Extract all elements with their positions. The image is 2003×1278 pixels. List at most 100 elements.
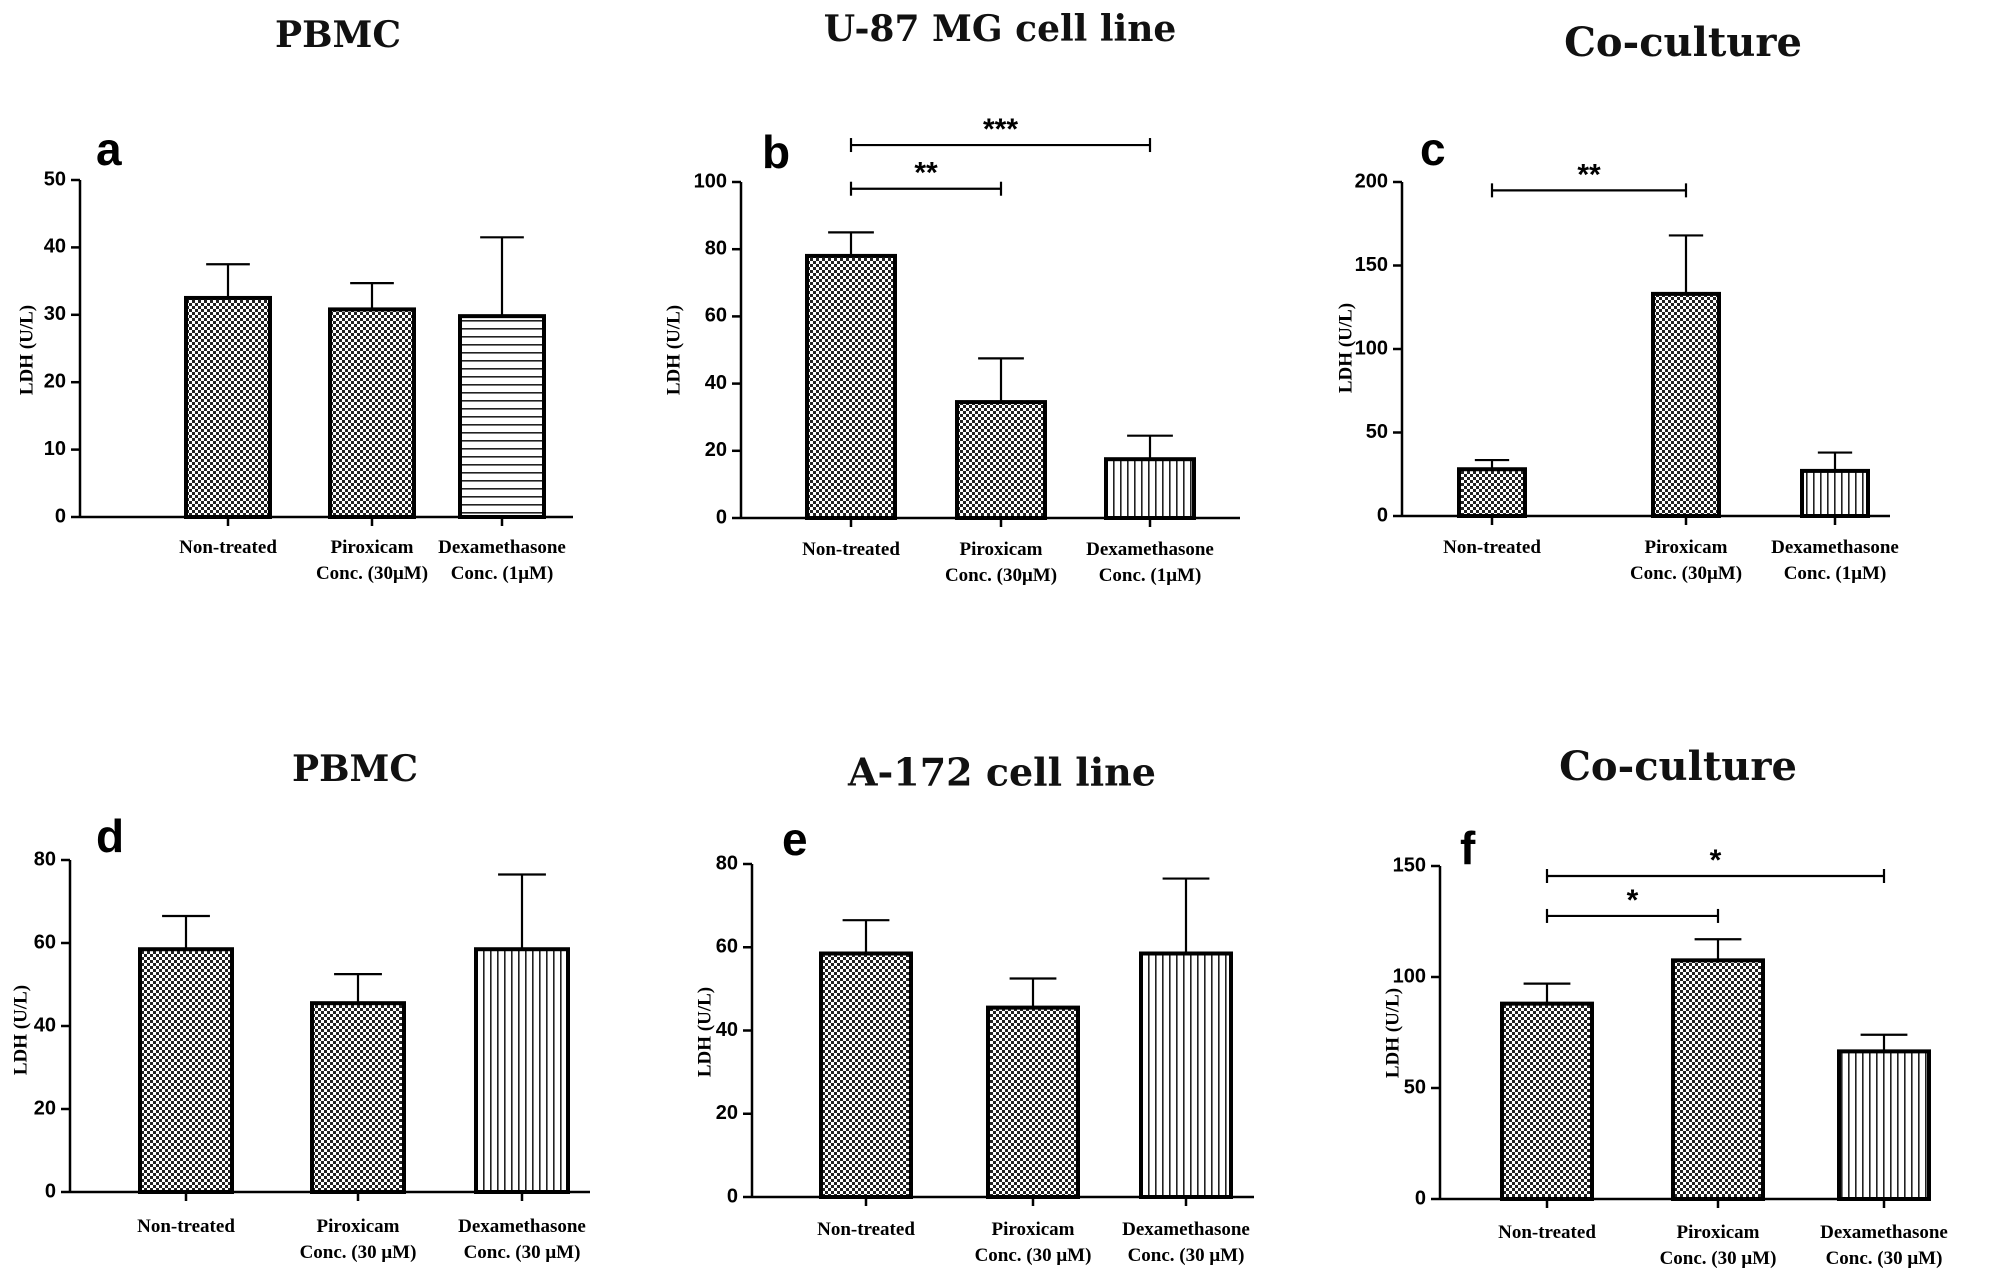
bar (1671, 958, 1765, 1201)
bar (1500, 1001, 1594, 1202)
x-category-label: Conc. (30 μM) (1826, 1248, 1943, 1269)
y-tick-label: 80 (705, 237, 727, 259)
bar (1651, 291, 1721, 519)
bar (138, 947, 234, 1194)
panel-letter: f (1460, 822, 1476, 874)
bar (1104, 457, 1196, 521)
x-category-label: Conc. (30μM) (945, 565, 1057, 586)
x-category-label: Conc. (30μM) (1630, 563, 1742, 584)
y-tick-label: 60 (34, 931, 56, 953)
y-tick-label: 80 (716, 852, 738, 874)
panel-letter: a (96, 123, 122, 175)
chart-title: PBMC (275, 14, 401, 56)
y-axis-label: LDH (U/L) (1335, 303, 1356, 393)
x-category-label: Conc. (30μM) (316, 563, 428, 584)
y-axis-label: LDH (U/L) (663, 305, 684, 395)
significance-label: ** (1577, 158, 1601, 191)
x-category-label: Conc. (1μM) (451, 563, 554, 584)
y-tick-label: 20 (705, 439, 727, 461)
x-category-label: Piroxicam (330, 537, 413, 558)
y-tick-label: 40 (44, 236, 66, 258)
panel-letter: e (782, 813, 808, 865)
x-category-label: Piroxicam (316, 1216, 399, 1237)
x-category-label: Conc. (30 μM) (1660, 1248, 1777, 1269)
x-category-label: Non-treated (1498, 1222, 1596, 1243)
y-tick-label: 30 (44, 303, 66, 325)
x-category-label: Non-treated (179, 537, 277, 558)
x-category-label: Non-treated (817, 1219, 915, 1240)
panel-letter: d (96, 810, 124, 862)
panel-letter: c (1420, 123, 1446, 175)
y-tick-label: 100 (1355, 337, 1388, 359)
significance-label: ** (914, 157, 938, 190)
y-tick-label: 40 (716, 1019, 738, 1041)
x-category-label: Piroxicam (1676, 1222, 1759, 1243)
y-tick-label: 40 (34, 1014, 56, 1036)
chart-panel-d: PBMC d LDH (U/L) 0 20 40 60 80 Non-treated Piroxi… (10, 748, 590, 1263)
bar (805, 253, 897, 520)
y-tick-label: 0 (727, 1185, 738, 1207)
y-tick-label: 150 (1355, 254, 1388, 276)
x-category-label: Dexamethasone (458, 1216, 586, 1237)
significance-label: * (1710, 844, 1722, 877)
x-category-label: Dexamethasone (438, 537, 566, 558)
x-category-label: Piroxicam (1644, 537, 1727, 558)
bar (819, 951, 913, 1200)
x-category-label: Piroxicam (991, 1219, 1074, 1240)
bar (474, 947, 570, 1194)
bar (310, 1001, 406, 1194)
x-category-label: Conc. (30 μM) (1128, 1245, 1245, 1266)
y-tick-label: 200 (1355, 170, 1388, 192)
significance-label: * (1627, 884, 1639, 917)
bar (1837, 1049, 1931, 1201)
chart-panel-c: Co-culture c LDH (U/L) 0 50 100 150 200 Non-trea… (1335, 19, 1898, 584)
y-axis-label: LDH (U/L) (10, 985, 31, 1075)
y-tick-label: 50 (1366, 421, 1388, 443)
bar (1139, 951, 1233, 1200)
panel-letter: b (762, 126, 790, 178)
bar (1457, 467, 1527, 518)
chart-title: U-87 MG cell line (824, 8, 1177, 50)
significance-label: *** (983, 113, 1018, 146)
x-category-label: Non-treated (802, 539, 900, 560)
chart-panel-f: Co-culture f LDH (U/L) 0 50 100 150 Non-treated… (1382, 743, 1947, 1269)
y-tick-label: 0 (45, 1180, 56, 1202)
y-tick-label: 150 (1393, 854, 1426, 876)
x-category-label: Dexamethasone (1086, 539, 1214, 560)
bar (986, 1005, 1080, 1200)
y-tick-label: 50 (1404, 1076, 1426, 1098)
chart-panel-a: PBMC a LDH (U/L) 0 10 20 30 40 50 Non-treated Piro… (16, 14, 573, 584)
x-category-label: Piroxicam (959, 539, 1042, 560)
x-category-label: Conc. (1μM) (1784, 563, 1887, 584)
y-tick-label: 100 (1393, 965, 1426, 987)
x-category-label: Dexamethasone (1771, 537, 1899, 558)
y-tick-label: 50 (44, 168, 66, 190)
bar (458, 314, 546, 520)
y-tick-label: 0 (55, 505, 66, 527)
x-category-label: Non-treated (1443, 537, 1541, 558)
y-tick-label: 80 (34, 848, 56, 870)
x-category-label: Dexamethasone (1820, 1222, 1948, 1243)
x-category-label: Conc. (1μM) (1099, 565, 1202, 586)
chart-title: Co-culture (1564, 19, 1802, 66)
y-tick-label: 0 (716, 506, 727, 528)
bar (1800, 468, 1870, 519)
y-axis-label: LDH (U/L) (16, 305, 37, 395)
y-tick-label: 60 (705, 305, 727, 327)
chart-panel-e: A-172 cell line e LDH (U/L) 0 20 40 60 80 Non-tr… (694, 750, 1254, 1266)
x-category-label: Dexamethasone (1122, 1219, 1250, 1240)
y-tick-label: 60 (716, 936, 738, 958)
y-tick-label: 0 (1415, 1187, 1426, 1209)
chart-title: A-172 cell line (847, 750, 1156, 795)
x-category-label: Non-treated (137, 1216, 235, 1237)
bar (955, 400, 1047, 520)
x-category-label: Conc. (30 μM) (975, 1245, 1092, 1266)
y-axis-label: LDH (U/L) (1382, 988, 1403, 1078)
y-tick-label: 20 (34, 1097, 56, 1119)
y-axis-label: LDH (U/L) (694, 987, 715, 1077)
y-tick-label: 10 (44, 438, 66, 460)
chart-title: Co-culture (1559, 743, 1797, 790)
bar (328, 307, 416, 519)
y-tick-label: 40 (705, 372, 727, 394)
